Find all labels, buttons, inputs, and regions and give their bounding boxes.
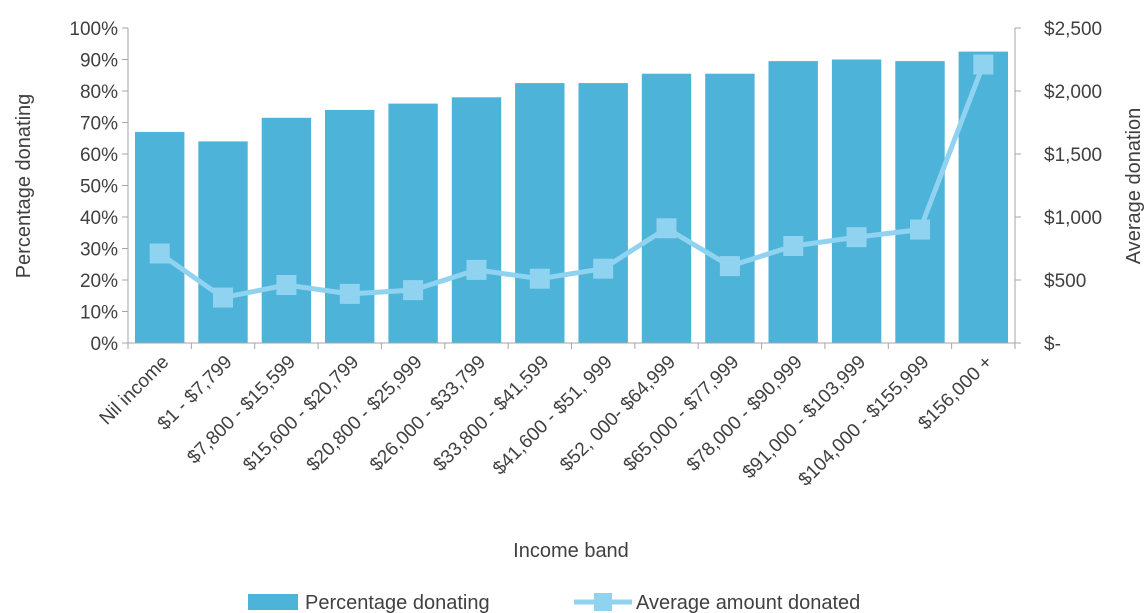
y2-tick-label: $- — [1044, 334, 1061, 355]
line-marker — [656, 218, 677, 239]
bar — [451, 97, 502, 343]
legend-label-line: Average amount donated — [636, 592, 860, 613]
legend-swatch-marker — [594, 593, 612, 611]
bar — [641, 73, 692, 343]
line-marker — [339, 283, 360, 304]
line-marker — [466, 259, 487, 280]
bar — [958, 51, 1008, 343]
x-tick-label: $7,800 - $15,599 — [183, 352, 299, 468]
x-axis-title: Income band — [513, 540, 629, 562]
bar — [388, 103, 438, 343]
y2-tick-label: $2,500 — [1044, 19, 1102, 40]
y2-tick-label: $2,000 — [1044, 82, 1102, 103]
line-marker — [213, 287, 233, 308]
series-line — [158, 63, 986, 301]
bar — [895, 61, 945, 343]
x-tick-label: $52, 000- $64,999 — [556, 352, 680, 476]
legend-swatch-bars — [248, 594, 298, 610]
x-tick-label: $15,600 - $20,799 — [239, 352, 363, 476]
line-marker — [846, 227, 867, 248]
line-marker — [719, 256, 740, 277]
y2-tick-label: $1,500 — [1044, 145, 1102, 166]
bar — [135, 131, 185, 343]
x-tick-label: $26,000 - $33,799 — [366, 352, 490, 476]
x-tick-label: $33,800 - $41,599 — [429, 352, 553, 476]
y-tick-label: 70% — [80, 114, 118, 135]
line-marker — [149, 243, 170, 264]
x-tick-label: $65,000 - $77,999 — [620, 352, 744, 476]
y-tick-label: 40% — [80, 208, 118, 229]
bar — [515, 83, 565, 343]
y-tick-label: 0% — [91, 334, 119, 355]
line-marker — [403, 280, 424, 301]
line-marker — [910, 219, 930, 240]
line-layer — [149, 54, 994, 308]
line-marker — [593, 258, 614, 279]
bar — [768, 61, 818, 343]
y-tick-label: 100% — [69, 19, 118, 40]
y2-axis-title: Average donation — [1123, 108, 1145, 264]
y-tick-label: 20% — [80, 271, 118, 292]
x-tick-label: $91,000 - $103,999 — [739, 352, 870, 483]
y-tick-label: 30% — [80, 240, 118, 261]
y-tick-label: 60% — [80, 145, 118, 166]
bar — [831, 59, 882, 343]
line-marker — [973, 54, 994, 75]
bar — [578, 83, 628, 343]
y-axis-title: Percentage donating — [13, 94, 35, 279]
x-tick-label: $41,600 - $51, 999 — [489, 352, 617, 480]
y2-tick-label: $500 — [1044, 271, 1086, 292]
bars-layer — [135, 51, 1008, 344]
legend-label-bars: Percentage donating — [305, 592, 490, 613]
y2-tick-labels: $- $500 $1,000 $1,500 $2,000 $2,500 — [1044, 19, 1102, 355]
line-marker — [529, 268, 550, 289]
y-tick-label: 80% — [80, 82, 118, 103]
bar — [325, 109, 375, 344]
bar — [705, 73, 755, 343]
line-marker — [783, 236, 804, 256]
x-tick-label: $78,000 - $90,999 — [683, 352, 807, 476]
line-marker — [276, 275, 297, 295]
y-tick-labels: 0% 10% 20% 30% 40% 50% 60% 70% 80% 90% 100% — [69, 19, 118, 355]
y-tick-label: 50% — [80, 177, 118, 198]
y2-tick-label: $1,000 — [1044, 208, 1102, 229]
y-tick-label: 10% — [80, 303, 118, 324]
y-tick-label: 90% — [80, 51, 118, 72]
axes-layer — [122, 27, 1021, 349]
bar — [261, 117, 312, 343]
x-tick-labels: Nil income$1 - $7,799$7,800 - $15,599$15… — [96, 352, 997, 491]
x-tick-label: $20,800 - $25,999 — [303, 352, 427, 476]
legend: Percentage donating Average amount donat… — [248, 592, 860, 613]
bar — [198, 141, 248, 343]
